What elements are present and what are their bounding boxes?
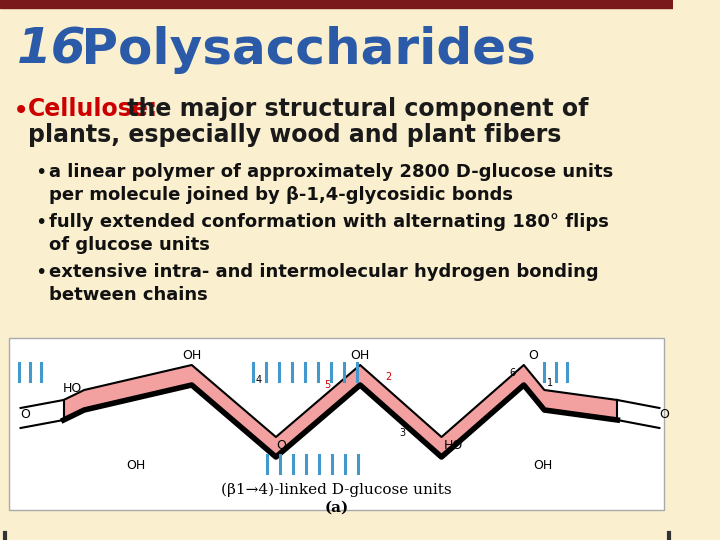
Text: O: O: [20, 408, 30, 421]
Text: •: •: [13, 97, 30, 125]
Text: 1: 1: [547, 378, 553, 388]
Text: OH: OH: [126, 459, 145, 472]
Text: plants, especially wood and plant fibers: plants, especially wood and plant fibers: [28, 123, 562, 147]
Text: O: O: [276, 439, 286, 452]
Text: Polysaccharides: Polysaccharides: [63, 26, 536, 74]
Text: the major structural component of: the major structural component of: [119, 97, 588, 121]
Text: •: •: [35, 163, 47, 182]
Text: •: •: [35, 263, 47, 282]
Text: HO: HO: [63, 381, 82, 395]
Text: 6: 6: [510, 368, 516, 378]
Text: (β1→4)-linked D-glucose units: (β1→4)-linked D-glucose units: [222, 483, 452, 497]
Text: 2: 2: [385, 372, 391, 382]
Text: HO: HO: [444, 439, 463, 452]
Text: 3: 3: [399, 428, 405, 438]
Text: 4: 4: [256, 375, 262, 385]
Text: Cellulose:: Cellulose:: [28, 97, 158, 121]
Text: O: O: [528, 349, 539, 362]
Text: O: O: [659, 408, 669, 421]
Text: extensive intra- and intermolecular hydrogen bonding
between chains: extensive intra- and intermolecular hydr…: [49, 263, 598, 304]
Polygon shape: [63, 365, 617, 457]
Text: 16: 16: [17, 26, 86, 74]
Text: •: •: [35, 213, 47, 232]
Text: OH: OH: [182, 349, 202, 362]
Text: fully extended conformation with alternating 180° flips
of glucose units: fully extended conformation with alterna…: [49, 213, 608, 254]
Text: OH: OH: [533, 459, 552, 472]
Text: a linear polymer of approximately 2800 D-glucose units
per molecule joined by β-: a linear polymer of approximately 2800 D…: [49, 163, 613, 204]
Text: (a): (a): [325, 501, 349, 515]
Text: 5: 5: [324, 380, 330, 390]
Bar: [0, 0, 673, 8]
Text: OH: OH: [351, 349, 370, 362]
Bar: [9, 338, 664, 510]
